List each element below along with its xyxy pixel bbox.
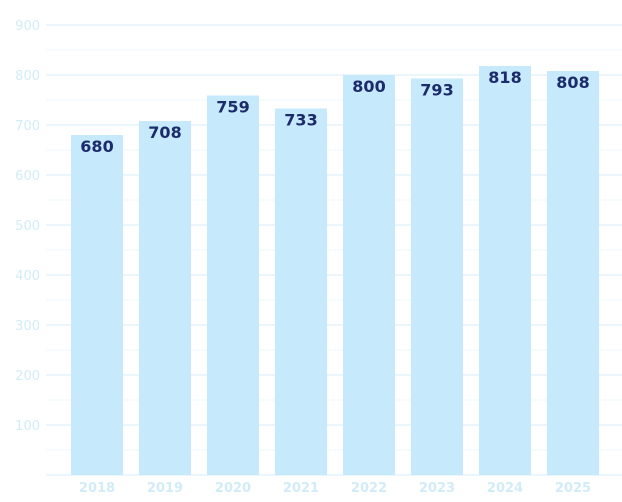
y-tick-label: 600: [15, 169, 40, 184]
data-label-2025: 808: [556, 73, 589, 92]
x-tick-label: 2019: [147, 481, 183, 496]
data-label-2024: 818: [488, 68, 521, 87]
y-axis-ticks: 100 200 300 400 500 600 700 800 900: [15, 19, 40, 434]
y-tick-label: 900: [15, 19, 40, 34]
bar-2020: [207, 95, 259, 475]
bars: 680 708 759 733 800 793 818 808: [71, 66, 599, 475]
y-tick-label: 800: [15, 69, 40, 84]
bar-2018: [71, 135, 123, 475]
data-label-2020: 759: [216, 98, 249, 117]
x-tick-label: 2021: [283, 481, 319, 496]
data-label-2022: 800: [352, 77, 385, 96]
bar-2019: [139, 121, 191, 475]
bar-2023: [411, 78, 463, 475]
grid-lines: [46, 24, 622, 476]
x-axis-ticks: 2018 2019 2020 2021 2022 2023 2024 2025: [79, 481, 591, 496]
x-tick-label: 2018: [79, 481, 115, 496]
y-tick-label: 700: [15, 119, 40, 134]
x-tick-label: 2020: [215, 481, 251, 496]
y-tick-label: 400: [15, 269, 40, 284]
data-label-2019: 708: [148, 123, 181, 142]
bar-2022: [343, 75, 395, 475]
y-tick-label: 500: [15, 219, 40, 234]
data-label-2018: 680: [80, 137, 113, 156]
x-tick-label: 2025: [555, 481, 591, 496]
x-tick-label: 2023: [419, 481, 455, 496]
x-tick-label: 2024: [487, 481, 523, 496]
data-label-2023: 793: [420, 81, 453, 100]
y-tick-label: 100: [15, 419, 40, 434]
y-tick-label: 300: [15, 319, 40, 334]
bar-2021: [275, 108, 327, 475]
y-tick-label: 200: [15, 369, 40, 384]
x-tick-label: 2022: [351, 481, 387, 496]
bar-2024: [479, 66, 531, 475]
bar-2025: [547, 71, 599, 475]
data-label-2021: 733: [284, 111, 317, 130]
